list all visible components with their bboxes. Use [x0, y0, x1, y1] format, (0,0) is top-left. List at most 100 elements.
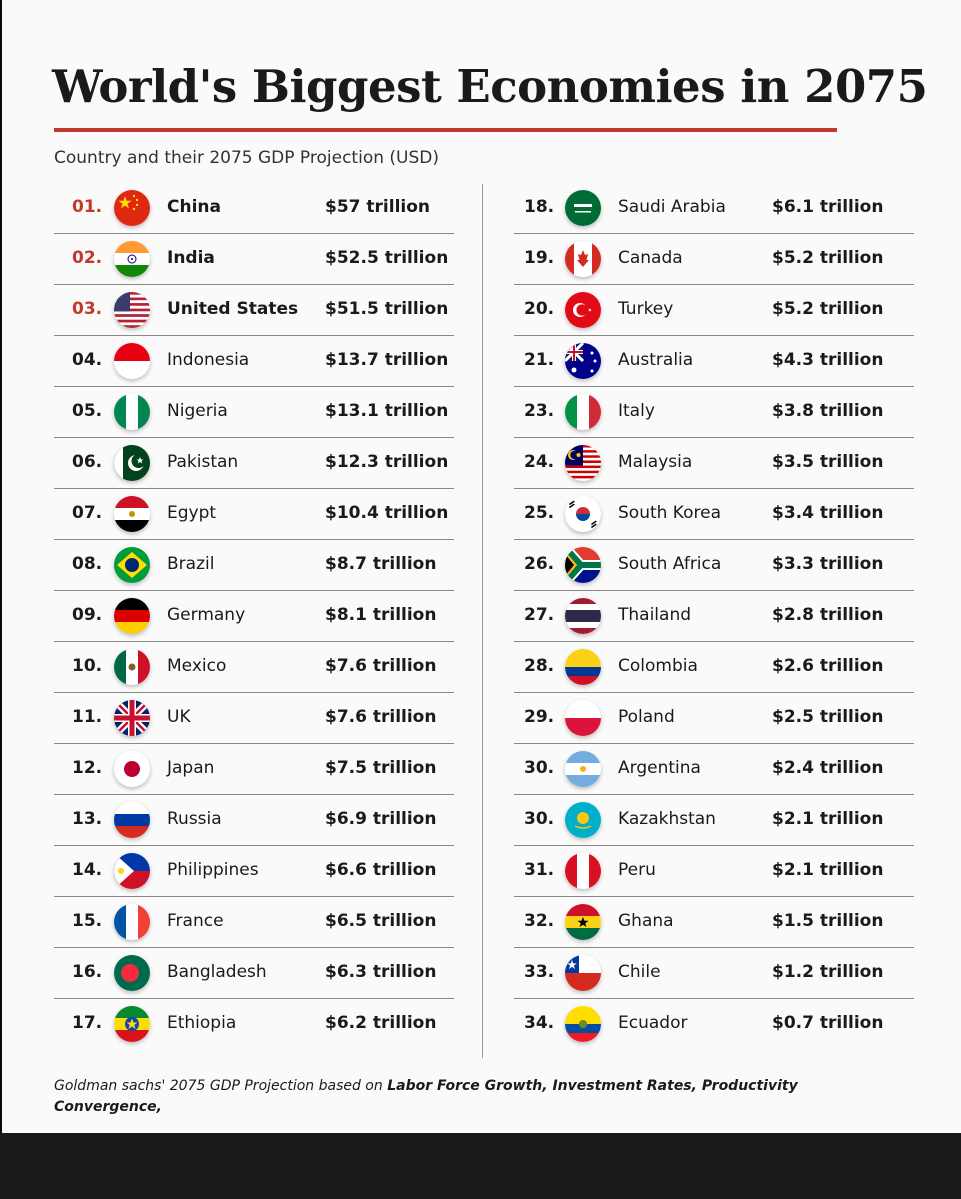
page-subtitle: Country and their 2075 GDP Projection (U…	[54, 148, 439, 168]
ranking-row: 03. United States $51.5 trillion	[54, 285, 454, 336]
country-name: Bangladesh	[167, 962, 267, 982]
infographic-page	[2, 0, 961, 1133]
indonesia-flag-icon	[114, 343, 150, 379]
rank-number: 12.	[72, 758, 103, 778]
gdp-value: $6.1 trillion	[772, 197, 884, 217]
thailand-flag-icon	[565, 598, 601, 634]
gdp-value: $1.2 trillion	[772, 962, 884, 982]
rank-number: 11.	[72, 707, 103, 727]
france-flag-icon	[114, 904, 150, 940]
rank-number: 16.	[72, 962, 103, 982]
saudi-arabia-flag-icon	[565, 190, 601, 226]
gdp-value: $7.6 trillion	[325, 707, 437, 727]
argentina-flag-icon	[565, 751, 601, 787]
rank-number: 13.	[72, 809, 103, 829]
country-name: Australia	[618, 350, 694, 370]
ranking-row: 07. Egypt $10.4 trillion	[54, 489, 454, 540]
australia-flag-icon	[565, 343, 601, 379]
country-name: Ethiopia	[167, 1013, 237, 1033]
gdp-value: $52.5 trillion	[325, 248, 449, 268]
gdp-value: $57 trillion	[325, 197, 431, 217]
ranking-row: 09. Germany $8.1 trillion	[54, 591, 454, 642]
gdp-value: $2.4 trillion	[772, 758, 884, 778]
ranking-row: 31. Peru $2.1 trillion	[514, 846, 914, 897]
ranking-row: 23. Italy $3.8 trillion	[514, 387, 914, 438]
italy-flag-icon	[565, 394, 601, 430]
ranking-row: 29. Poland $2.5 trillion	[514, 693, 914, 744]
gdp-value: $6.2 trillion	[325, 1013, 437, 1033]
country-name: Nigeria	[167, 401, 228, 421]
rank-number: 21.	[524, 350, 555, 370]
country-name: Japan	[167, 758, 215, 778]
ranking-row: 13. Russia $6.9 trillion	[54, 795, 454, 846]
ranking-row: 30. Argentina $2.4 trillion	[514, 744, 914, 795]
rank-number: 04.	[72, 350, 103, 370]
rank-number: 30.	[524, 758, 555, 778]
nigeria-flag-icon	[114, 394, 150, 430]
country-name: Italy	[618, 401, 655, 421]
china-flag-icon	[114, 190, 150, 226]
gdp-value: $3.3 trillion	[772, 554, 884, 574]
mexico-flag-icon	[114, 649, 150, 685]
ranking-row: 02. India $52.5 trillion	[54, 234, 454, 285]
rank-number: 01.	[72, 197, 103, 217]
ranking-row: 27. Thailand $2.8 trillion	[514, 591, 914, 642]
gdp-value: $6.6 trillion	[325, 860, 437, 880]
country-name: Peru	[618, 860, 656, 880]
bottom-strip	[0, 1133, 961, 1199]
ranking-row: 30. Kazakhstan $2.1 trillion	[514, 795, 914, 846]
rank-number: 06.	[72, 452, 103, 472]
country-name: Colombia	[618, 656, 698, 676]
gdp-value: $13.1 trillion	[325, 401, 449, 421]
country-name: Saudi Arabia	[618, 197, 726, 217]
japan-flag-icon	[114, 751, 150, 787]
ghana-flag-icon	[565, 904, 601, 940]
rank-number: 14.	[72, 860, 103, 880]
country-name: Argentina	[618, 758, 701, 778]
ethiopia-flag-icon	[114, 1006, 150, 1042]
rank-number: 07.	[72, 503, 103, 523]
india-flag-icon	[114, 241, 150, 277]
rank-number: 08.	[72, 554, 103, 574]
country-name: South Korea	[618, 503, 722, 523]
poland-flag-icon	[565, 700, 601, 736]
gdp-value: $51.5 trillion	[325, 299, 449, 319]
ranking-row: 28. Colombia $2.6 trillion	[514, 642, 914, 693]
gdp-value: $6.5 trillion	[325, 911, 437, 931]
rank-number: 05.	[72, 401, 103, 421]
country-name: Germany	[167, 605, 246, 625]
ranking-row: 16. Bangladesh $6.3 trillion	[54, 948, 454, 999]
rank-number: 17.	[72, 1013, 103, 1033]
kazakhstan-flag-icon	[565, 802, 601, 838]
country-name: United States	[167, 299, 299, 319]
gdp-value: $8.1 trillion	[325, 605, 437, 625]
gdp-value: $3.4 trillion	[772, 503, 884, 523]
gdp-value: $2.6 trillion	[772, 656, 884, 676]
rank-number: 23.	[524, 401, 555, 421]
country-name: Pakistan	[167, 452, 239, 472]
ranking-row: 20. Turkey $5.2 trillion	[514, 285, 914, 336]
ranking-column-left: 01. China $57 trillion 02. India $52.5 trilli…	[54, 183, 454, 1050]
country-name: Russia	[167, 809, 222, 829]
country-name: Thailand	[618, 605, 692, 625]
gdp-value: $3.5 trillion	[772, 452, 884, 472]
country-name: Malaysia	[618, 452, 693, 472]
chile-flag-icon	[565, 955, 601, 991]
usa-flag-icon	[114, 292, 150, 328]
gdp-value: $7.6 trillion	[325, 656, 437, 676]
column-divider	[482, 184, 483, 1058]
egypt-flag-icon	[114, 496, 150, 532]
gdp-value: $2.1 trillion	[772, 860, 884, 880]
ranking-row: 05. Nigeria $13.1 trillion	[54, 387, 454, 438]
bangladesh-flag-icon	[114, 955, 150, 991]
rank-number: 25.	[524, 503, 555, 523]
ranking-row: 25. South Korea $3.4 trillion	[514, 489, 914, 540]
country-name: South Africa	[618, 554, 722, 574]
source-note-prefix: Goldman sachs' 2075 GDP Projection based…	[54, 1078, 388, 1094]
gdp-value: $2.8 trillion	[772, 605, 884, 625]
rank-number: 27.	[524, 605, 555, 625]
rank-number: 32.	[524, 911, 555, 931]
ranking-row: 06. Pakistan $12.3 trillion	[54, 438, 454, 489]
rank-number: 18.	[524, 197, 555, 217]
gdp-value: $5.2 trillion	[772, 299, 884, 319]
